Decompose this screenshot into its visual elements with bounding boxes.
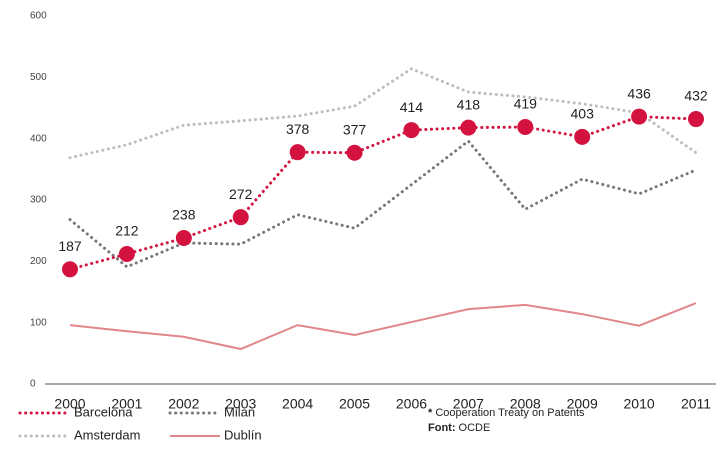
data-label: 378 xyxy=(286,121,310,137)
point xyxy=(631,108,648,125)
point xyxy=(62,261,78,278)
data-label: 272 xyxy=(229,186,253,202)
data-label: 187 xyxy=(58,238,82,254)
point xyxy=(460,119,477,136)
point xyxy=(403,122,420,139)
y-tick-label: 500 xyxy=(30,72,47,83)
series-line xyxy=(68,67,698,160)
legend-label: Amsterdam xyxy=(74,427,140,442)
x-tick-label: 2010 xyxy=(624,396,655,412)
y-tick-label: 400 xyxy=(30,133,47,144)
y-tick-label: 600 xyxy=(30,11,47,22)
x-tick-label: 2006 xyxy=(396,396,427,412)
y-tick-label: 200 xyxy=(30,256,47,267)
source: Font: OCDE xyxy=(428,422,490,434)
data-label: 418 xyxy=(457,96,481,112)
x-tick-label: 2001 xyxy=(111,396,142,412)
point xyxy=(289,144,306,161)
legend-label: Dublín xyxy=(224,427,262,442)
series-line xyxy=(68,115,698,271)
x-tick-label: 2002 xyxy=(168,396,199,412)
point xyxy=(175,230,192,247)
data-label: 414 xyxy=(400,99,424,115)
x-tick-label: 2004 xyxy=(282,396,313,412)
point xyxy=(118,245,135,262)
series-line xyxy=(69,302,697,351)
y-tick-label: 0 xyxy=(30,379,36,390)
data-label: 432 xyxy=(684,88,708,104)
x-tick-label: 2008 xyxy=(510,396,541,412)
legend-label: Milan xyxy=(224,404,255,419)
data-label: 238 xyxy=(172,207,196,223)
point xyxy=(346,144,363,161)
x-tick-label: 2009 xyxy=(567,396,598,412)
series-line xyxy=(68,139,698,269)
data-label: 212 xyxy=(115,223,139,239)
source-label: Font: xyxy=(428,422,455,434)
point xyxy=(232,209,249,226)
data-label: 436 xyxy=(627,85,651,101)
note-text: Cooperation Treaty on Patents xyxy=(435,407,585,419)
note: * Cooperation Treaty on Patents xyxy=(428,407,585,419)
source-text: OCDE xyxy=(459,422,491,434)
note-asterisk: * xyxy=(428,407,433,419)
legend-label: Barcelona xyxy=(74,404,133,419)
x-tick-label: 2007 xyxy=(453,396,484,412)
point xyxy=(517,119,534,136)
data-label: 403 xyxy=(571,106,595,122)
data-label: 419 xyxy=(514,96,538,112)
x-tick-label: 2003 xyxy=(225,396,256,412)
point xyxy=(574,128,591,145)
y-tick-label: 300 xyxy=(30,195,47,206)
data-label: 377 xyxy=(343,121,367,137)
x-tick-label: 2005 xyxy=(339,396,370,412)
point xyxy=(688,111,704,128)
x-tick-label: 2000 xyxy=(54,396,85,412)
y-tick-label: 100 xyxy=(30,317,47,328)
x-tick-label: 2011 xyxy=(681,396,711,412)
